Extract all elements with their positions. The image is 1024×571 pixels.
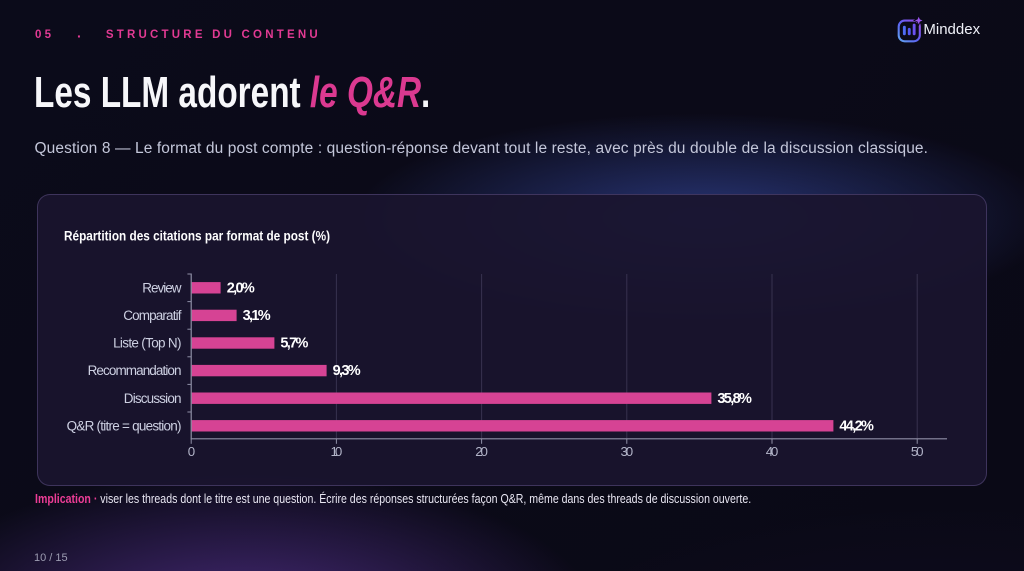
svg-text:Répartition des citations par: Répartition des citations par format de …	[64, 228, 330, 243]
svg-text:50: 50	[911, 444, 924, 459]
svg-text:Comparatif: Comparatif	[123, 308, 182, 323]
svg-text:35,8%: 35,8%	[717, 391, 752, 407]
svg-text:Recommandation: Recommandation	[88, 363, 182, 378]
svg-text:Q&R (titre = question): Q&R (titre = question)	[67, 418, 182, 433]
svg-text:5,7%: 5,7%	[280, 336, 308, 352]
svg-text:9,3%: 9,3%	[333, 363, 361, 379]
svg-text:3,1%: 3,1%	[243, 308, 271, 324]
svg-text:44,2%: 44,2%	[839, 418, 874, 434]
svg-text:Liste (Top N): Liste (Top N)	[113, 336, 181, 351]
svg-text:Review: Review	[142, 280, 182, 295]
svg-text:30: 30	[621, 444, 634, 459]
svg-text:20: 20	[475, 444, 488, 459]
svg-text:40: 40	[766, 444, 779, 459]
svg-text:2,0%: 2,0%	[227, 280, 255, 296]
svg-text:Discussion: Discussion	[124, 391, 182, 406]
svg-text:10: 10	[331, 444, 343, 459]
svg-text:0: 0	[188, 444, 195, 459]
